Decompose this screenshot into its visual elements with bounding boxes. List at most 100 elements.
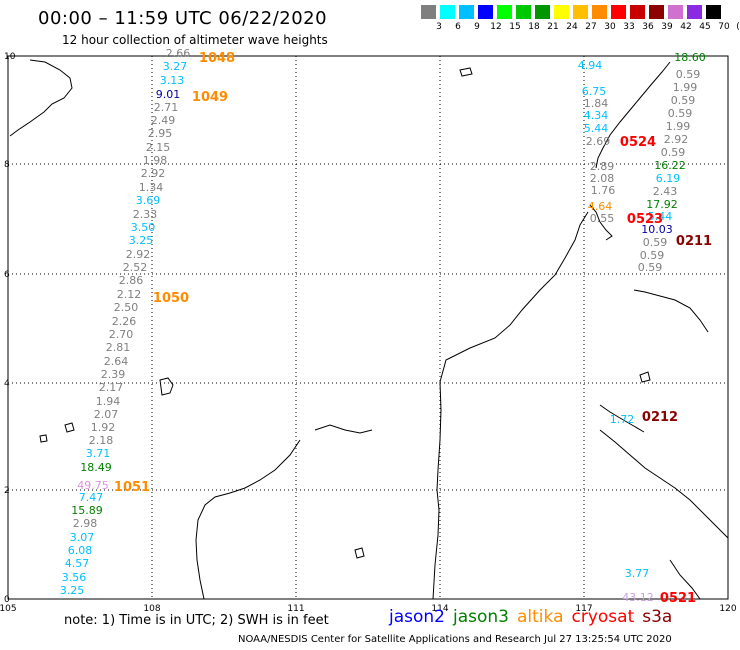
coast-sulawesi [599,429,729,539]
satellite-legend-item: cryosat [571,607,635,627]
wave-height-value: 2.66 [166,47,191,60]
map-title: 00:00 – 11:59 UTC 06/22/2020 [38,8,328,29]
wave-height-value: 1.99 [673,81,698,94]
island-small-5 [639,371,651,383]
legend-label: 9 [474,22,480,32]
coast-mindanao [633,289,709,333]
wave-height-value: 2.26 [112,315,137,328]
legend-swatch [516,5,531,19]
wave-height-value: 2.17 [99,381,124,394]
legend-label: 27 [585,22,597,32]
wave-height-value: 1.84 [584,97,609,110]
satellite-legend: jason2 jason3 altika cryosat s3a [389,607,680,627]
y-tick-label: 10 [4,52,16,62]
legend-label: 6 [455,22,461,32]
wave-height-value: 2.81 [106,341,131,354]
coast-china [432,211,589,600]
legend-swatch [592,5,607,19]
legend-label: 33 [623,22,635,32]
wave-height-value: 2.12 [117,288,142,301]
grid-lines [8,56,728,599]
pass-time-label: 0521 [660,591,696,606]
satellite-legend-item: altika [517,607,564,627]
wave-height-value: 6.08 [68,544,93,557]
island-small-3 [354,547,365,559]
legend-label: 30 [604,22,616,32]
wave-height-value: 3.07 [70,531,95,544]
legend-swatch [554,5,569,19]
wave-height-values: 2.663.273.139.012.712.492.952.151.982.92… [60,47,706,604]
legend-label: 3 [436,22,442,32]
wave-height-value: 3.56 [62,571,87,584]
x-tick-label: 117 [575,604,592,614]
legend-label: 18 [528,22,540,32]
units-note: note: 1) Time is in UTC; 2) SWH is in fe… [64,613,329,628]
island-small-4 [459,67,473,77]
satellite-legend-item: jason3 [453,607,509,627]
legend-swatch [611,5,626,19]
wave-height-value: 2.43 [653,185,678,198]
wave-height-value: 3.13 [160,74,185,87]
wave-height-value: 0.59 [668,107,693,120]
wave-height-value: 18.49 [80,461,112,474]
pass-time-label: 1050 [153,291,189,306]
coastlines [9,59,729,600]
wave-height-value: 0.59 [671,94,696,107]
legend-label: 21 [547,22,559,32]
wave-height-value: 3.69 [136,194,161,207]
legend-swatch [706,5,721,19]
pass-time-label: 0211 [676,234,712,249]
legend-swatch [478,5,493,19]
wave-height-value: 2.18 [89,434,114,447]
wave-height-value: 2.50 [114,301,139,314]
wave-height-value: 0.59 [643,236,668,249]
y-tick-label: 2 [4,486,10,496]
pass-time-label: 1049 [192,90,228,105]
x-axis-ticks: 105 108 111 114 117 120 [0,604,737,614]
wave-height-value: 15.89 [71,504,103,517]
wave-height-value: 9.01 [156,88,181,101]
coast-panay [589,204,613,241]
pass-time-label: 1048 [199,51,235,66]
wave-height-value: 2.64 [104,355,129,368]
wave-height-value: 6.75 [582,85,607,98]
wave-height-value: 2.15 [146,141,171,154]
wave-height-value: 3.71 [86,447,111,460]
legend-swatch [497,5,512,19]
wave-height-value: 1.98 [143,154,168,167]
wave-height-value: 1.92 [91,421,116,434]
satellite-legend-item: jason2 [389,607,445,627]
legend-label: 12 [490,22,502,32]
map-subtitle: 12 hour collection of altimeter wave hei… [62,33,328,47]
wave-height-value: 0.59 [676,68,701,81]
coast-luzon [595,61,671,169]
wave-height-value: 0.59 [640,249,665,262]
wave-height-value: 1.34 [139,181,164,194]
y-tick-label: 8 [4,160,10,170]
legend-label: (ft) [736,22,740,32]
legend-swatch [649,5,664,19]
coast-kalimantan-west [314,424,373,434]
x-tick-label: 114 [431,604,448,614]
y-tick-label: 0 [4,595,10,605]
wave-height-value: 2.86 [119,274,144,287]
credit-footer: NOAA/NESDIS Center for Satellite Applica… [238,634,672,645]
map-frame [7,55,729,600]
legend-label: 24 [566,22,578,32]
wave-height-value: 2.89 [590,160,615,173]
wave-height-value: 3.50 [131,221,156,234]
pass-time-label: 0523 [627,212,663,227]
wave-height-value: 2.71 [154,101,179,114]
wave-height-value: 3.77 [625,567,650,580]
wave-height-value: 6.19 [656,172,681,185]
wave-height-value: 4.64 [588,200,613,213]
x-tick-label: 120 [719,604,736,614]
wave-height-value: 1.72 [610,413,635,426]
wave-height-value: 3.27 [163,60,188,73]
wave-height-value: 2.92 [126,248,151,261]
legend-label: 39 [661,22,673,32]
coast-kalimantan [195,439,301,600]
legend-swatch [421,5,436,19]
wave-height-value: 2.92 [141,167,166,180]
